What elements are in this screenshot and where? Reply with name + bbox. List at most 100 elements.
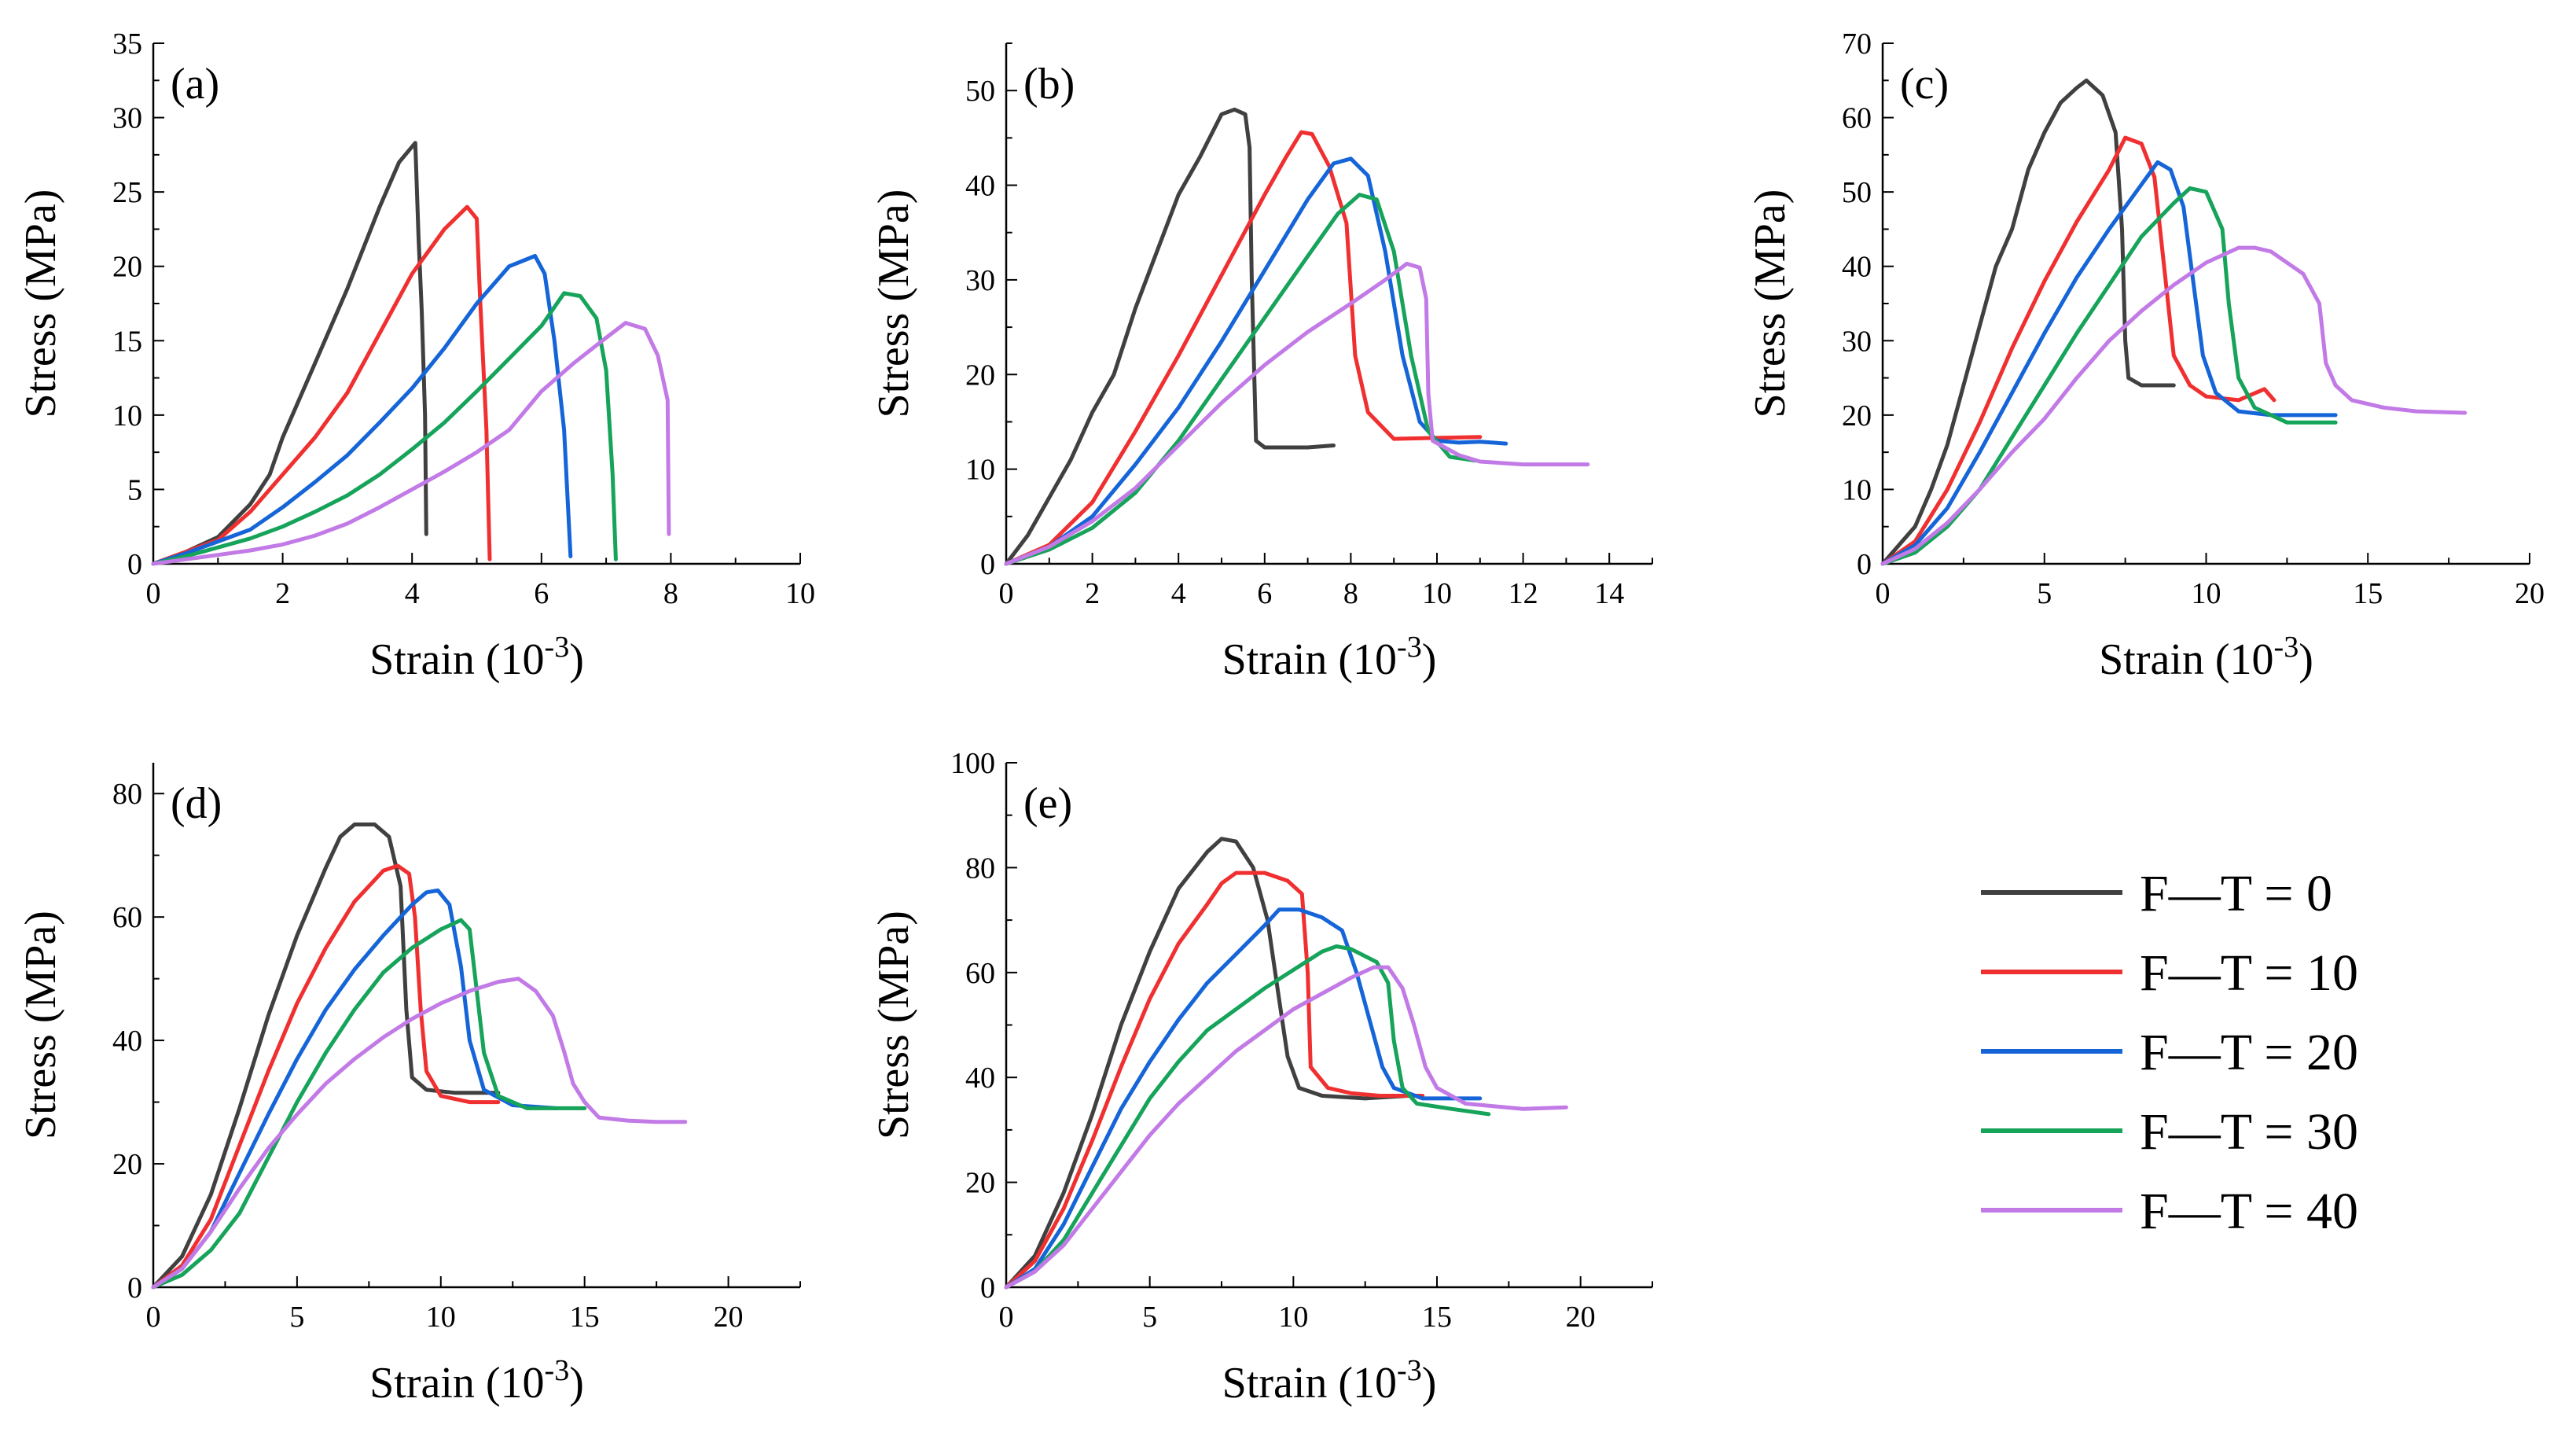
legend-label: F—T = 10 [2140, 944, 2358, 1002]
y-tick-label: 35 [112, 28, 142, 61]
chart-panel-3: 0 5 10 15 20 0 20 40 60 80 Strain (10-3) Stress (MP… [17, 763, 801, 1408]
series-line-f-t-40 [1004, 965, 1568, 1290]
x-tick-label: 5 [2037, 577, 2052, 610]
x-tick-label: 15 [2353, 577, 2383, 610]
x-tick-label: 0 [1876, 577, 1891, 610]
x-tick-label: 2 [1085, 577, 1100, 610]
y-tick-label: 60 [965, 957, 995, 990]
y-axis-title: Stress (MPa) [17, 190, 65, 418]
series-line-f-t-0 [1880, 78, 2176, 566]
y-tick-label: 60 [1842, 102, 1872, 135]
y-tick-label: 5 [127, 473, 142, 506]
chart-panel-4: 0 5 10 15 20 0 20 40 60 80 100 Strain (10-3) Stress … [869, 747, 1653, 1408]
y-tick-label: 20 [112, 251, 142, 284]
y-tick-label: 25 [112, 176, 142, 209]
legend-item: F—T = 40 [1981, 1183, 2358, 1240]
x-tick-label: 20 [2515, 577, 2545, 610]
chart-panel-0: 0 2 4 6 8 10 0 5 10 15 20 25 30 35 Strain (10-3) Stress… [17, 28, 815, 684]
y-tick-label: 40 [1842, 251, 1872, 284]
series-line-f-t-20 [1004, 907, 1483, 1290]
y-axis-title: Stress (MPa) [1746, 190, 1795, 418]
panel-label: (b) [1023, 60, 1075, 109]
panel-label: (d) [171, 779, 222, 828]
y-tick-label: 50 [1842, 176, 1872, 209]
panel-label: (c) [1900, 60, 1949, 109]
y-axis-title: Stress (MPa) [869, 190, 918, 418]
x-tick-label: 14 [1594, 577, 1624, 610]
series-line-f-t-0 [1004, 107, 1336, 566]
chart-panels: 0 2 4 6 8 10 0 5 10 15 20 25 30 35 Strain (10-3) Stress… [17, 28, 2545, 1408]
y-tick-label: 0 [127, 1272, 142, 1305]
y-tick-label: 10 [1842, 473, 1872, 506]
x-axis-title: Strain (10-3) [1222, 1354, 1437, 1408]
y-tick-label: 80 [965, 852, 995, 885]
x-tick-label: 6 [534, 577, 549, 610]
series-line-f-t-30 [1880, 186, 2338, 566]
legend-item: F—T = 0 [1981, 865, 2332, 922]
series-line-f-t-10 [151, 863, 501, 1290]
x-tick-label: 0 [999, 1301, 1014, 1334]
chart-panel-2: 0 5 10 15 20 0 10 20 30 40 50 60 70 Strain (10-3) Stre… [1746, 28, 2545, 684]
y-tick-label: 0 [1857, 548, 1872, 581]
x-tick-label: 15 [570, 1301, 600, 1334]
legend-item: F—T = 10 [1981, 944, 2358, 1002]
y-tick-label: 30 [112, 102, 142, 135]
series-line-f-t-40 [1004, 261, 1590, 566]
y-tick-label: 50 [965, 75, 995, 108]
series-line-f-t-30 [151, 918, 587, 1290]
x-axis-title: Strain (10-3) [369, 1354, 584, 1408]
series-line-f-t-30 [151, 291, 618, 566]
x-tick-label: 10 [785, 577, 815, 610]
x-tick-label: 12 [1508, 577, 1538, 610]
series-line-f-t-10 [1880, 135, 2277, 566]
series-line-f-t-30 [1004, 944, 1491, 1290]
x-tick-label: 4 [1171, 577, 1186, 610]
y-tick-label: 0 [980, 548, 995, 581]
x-tick-label: 0 [146, 1301, 161, 1334]
y-tick-label: 30 [1842, 325, 1872, 358]
x-tick-label: 8 [1343, 577, 1358, 610]
series-line-f-t-40 [151, 321, 671, 566]
y-tick-label: 20 [112, 1148, 142, 1181]
x-tick-label: 4 [405, 577, 420, 610]
y-tick-label: 20 [1842, 399, 1872, 432]
legend-item: F—T = 20 [1981, 1024, 2358, 1081]
x-tick-label: 10 [2192, 577, 2221, 610]
x-tick-label: 0 [146, 577, 161, 610]
legend-label: F—T = 20 [2140, 1024, 2358, 1081]
panel-label: (a) [171, 60, 219, 109]
y-tick-label: 10 [965, 454, 995, 487]
x-tick-label: 5 [289, 1301, 304, 1334]
x-tick-label: 10 [426, 1301, 456, 1334]
y-tick-label: 40 [112, 1025, 142, 1058]
x-tick-label: 20 [714, 1301, 744, 1334]
legend: F—T = 0 F—T = 10 F—T = 20 F—T = 30 F—T = 40 [1981, 865, 2358, 1240]
series-line-f-t-10 [1004, 130, 1483, 566]
x-axis-title: Strain (10-3) [2099, 631, 2313, 684]
series-line-f-t-20 [151, 888, 558, 1290]
y-tick-label: 40 [965, 1062, 995, 1095]
series-line-f-t-40 [1880, 245, 2468, 566]
x-tick-label: 8 [663, 577, 678, 610]
x-tick-label: 10 [1422, 577, 1452, 610]
series-line-f-t-30 [1004, 193, 1478, 566]
panel-label: (e) [1023, 779, 1072, 828]
y-tick-label: 80 [112, 778, 142, 811]
y-tick-label: 20 [965, 359, 995, 392]
x-tick-label: 0 [999, 577, 1014, 610]
y-tick-label: 70 [1842, 28, 1872, 61]
legend-label: F—T = 30 [2140, 1103, 2358, 1161]
series-line-f-t-20 [1880, 160, 2338, 566]
y-tick-label: 20 [965, 1167, 995, 1200]
x-tick-label: 5 [1142, 1301, 1157, 1334]
legend-item: F—T = 30 [1981, 1103, 2358, 1161]
series-line-f-t-0 [151, 141, 428, 566]
y-axis-title: Stress (MPa) [869, 911, 918, 1139]
y-tick-label: 60 [112, 901, 142, 934]
series-line-f-t-20 [1004, 156, 1508, 566]
x-tick-label: 15 [1422, 1301, 1452, 1334]
series-line-f-t-0 [151, 823, 501, 1290]
x-axis-title: Strain (10-3) [1222, 631, 1437, 684]
legend-label: F—T = 0 [2140, 865, 2332, 922]
